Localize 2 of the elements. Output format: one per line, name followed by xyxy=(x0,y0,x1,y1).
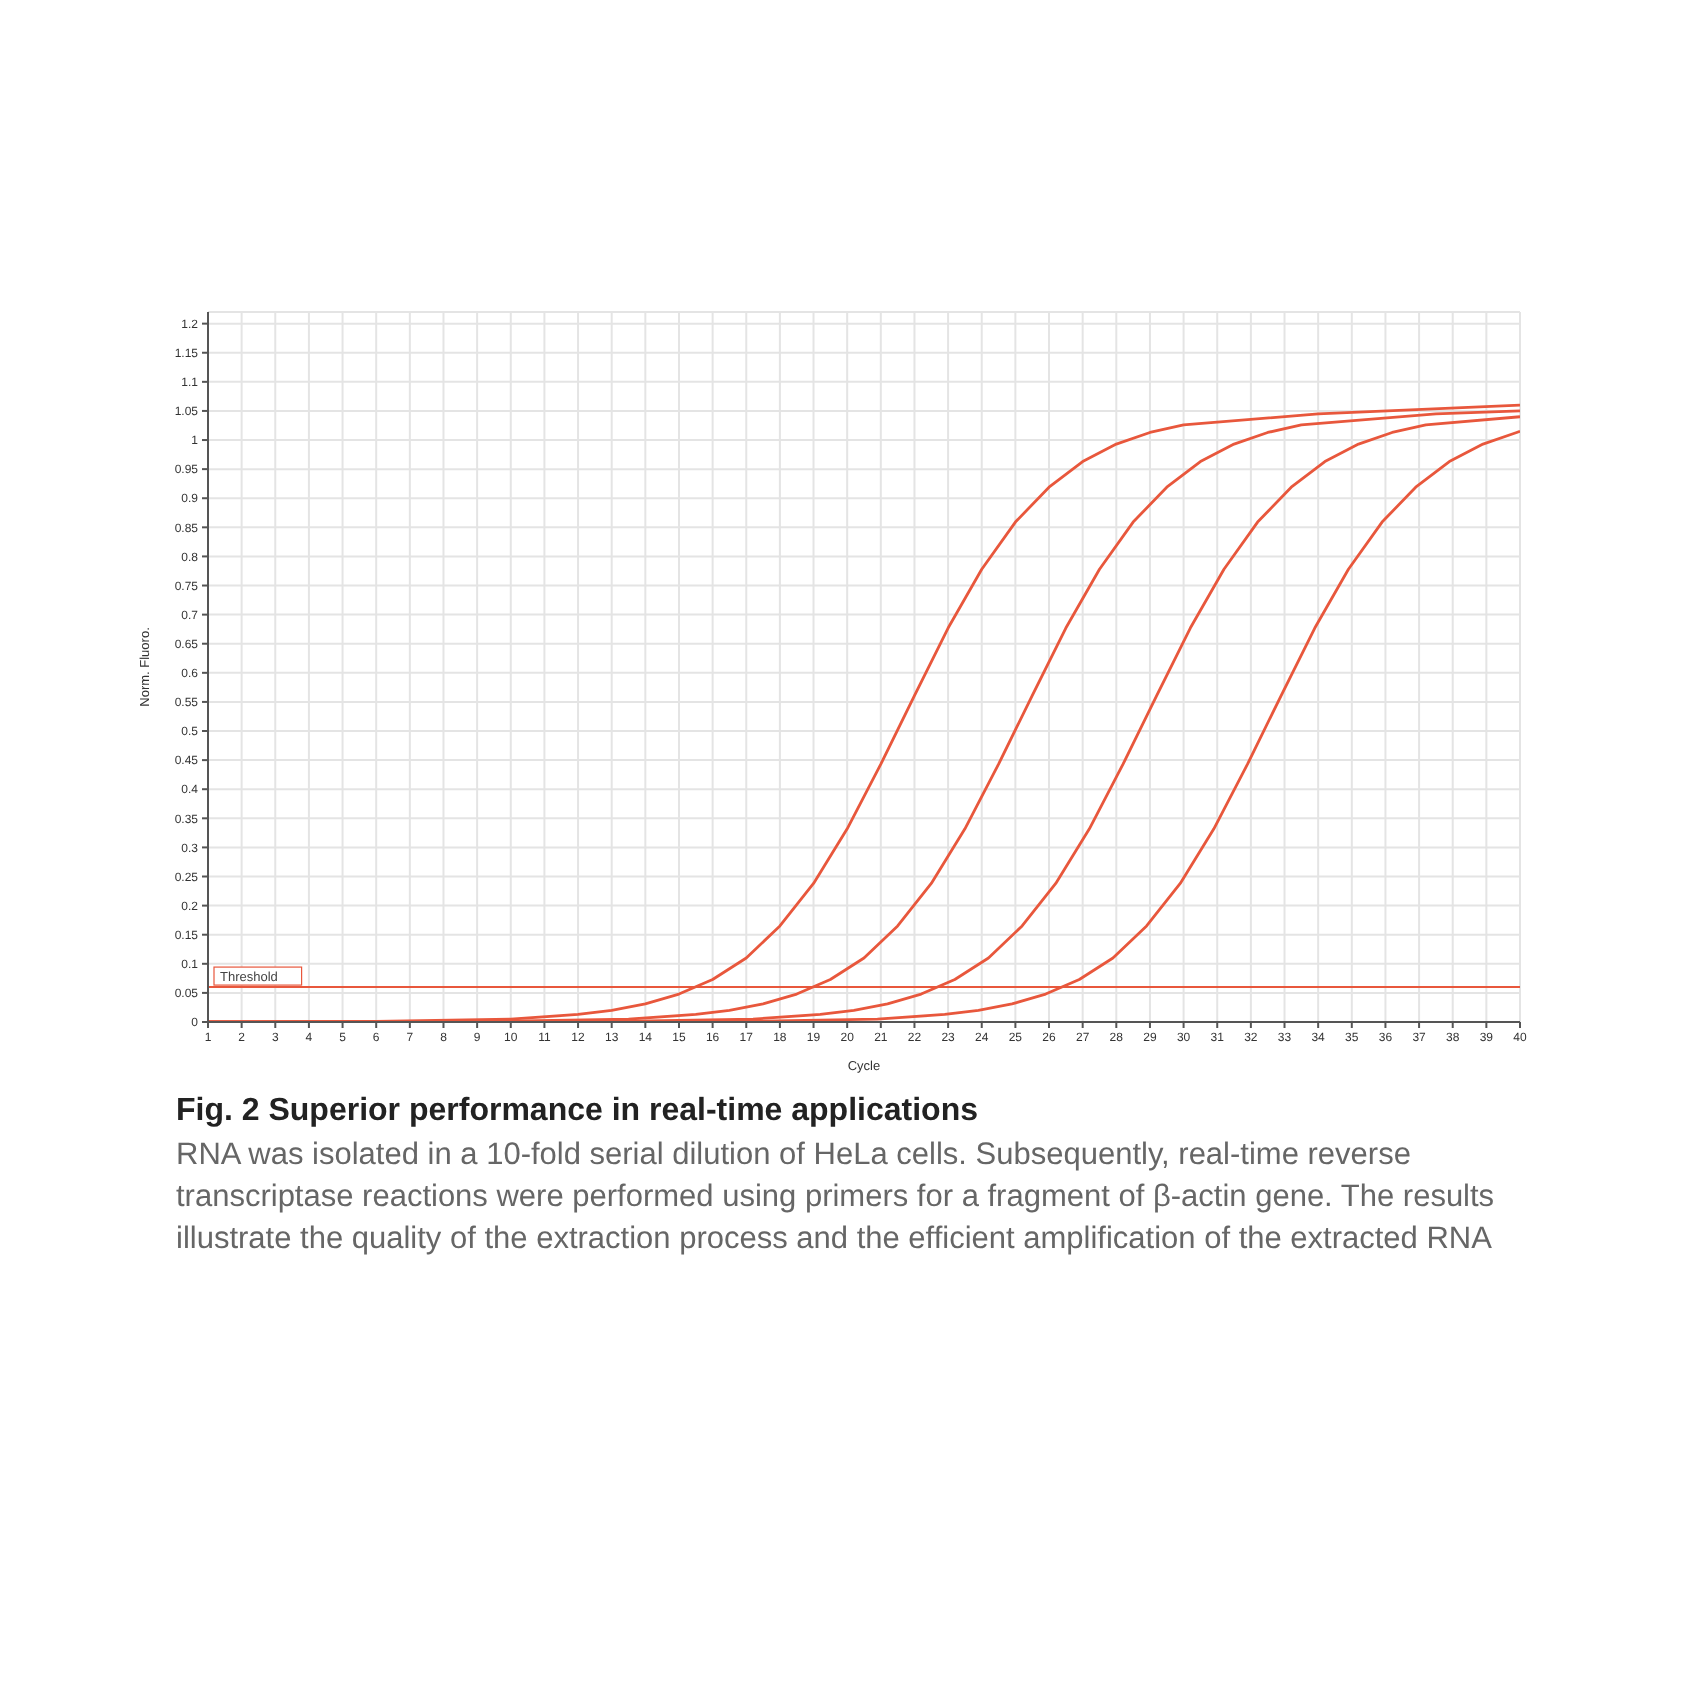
text: Fig. 2 Superior performance in real-time applications xyxy=(176,1094,980,1130)
text: RNA was isolated in a 10-fold serial dilution of HeLa cells. Subsequently, real-time reverse transcriptase reactions were performed using primers for a fragment of β-actin gene. The results illustrate the quality of the extraction process and the efficient amplification of the extracted RNA xyxy=(176,1136,1497,1260)
